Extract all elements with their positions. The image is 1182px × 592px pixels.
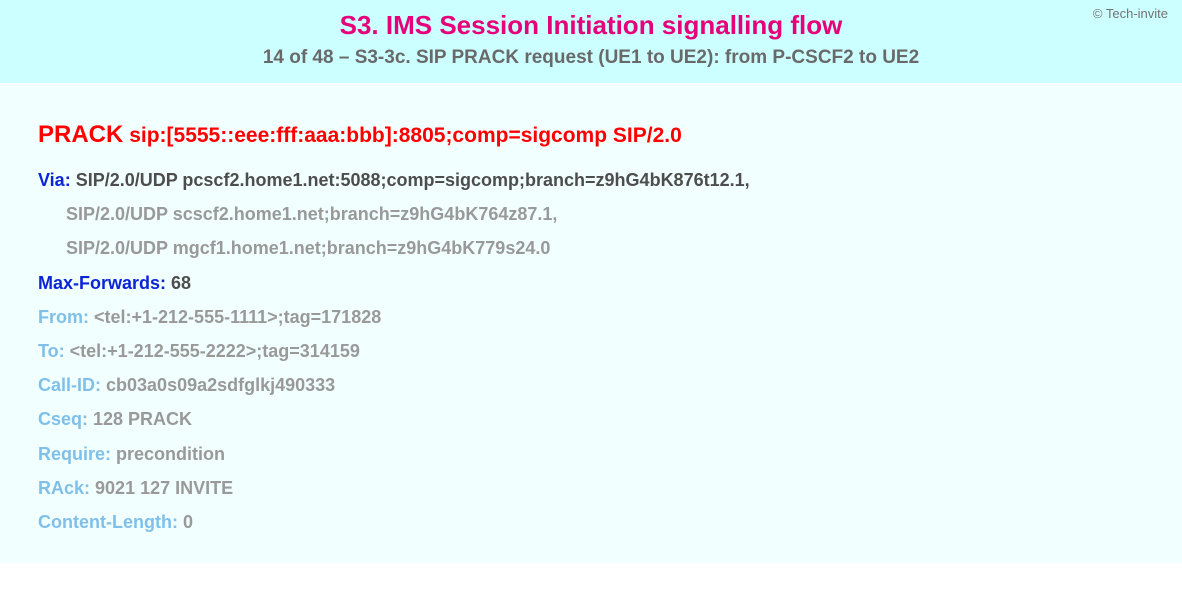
page-subtitle: 14 of 48 – S3-3c. SIP PRACK request (UE1…	[20, 47, 1162, 69]
page-title: S3. IMS Session Initiation signalling fl…	[20, 10, 1162, 41]
sip-header-name: Call-ID	[38, 375, 95, 395]
sip-header-continuation: SIP/2.0/UDP scscf2.home1.net;branch=z9hG…	[38, 197, 1182, 231]
sip-header-row: Call-ID: cb03a0s09a2sdfglkj490333	[38, 368, 1182, 402]
sip-header-colon: :	[82, 409, 93, 429]
sip-header-name: To	[38, 341, 59, 361]
sip-header-row: Require: precondition	[38, 437, 1182, 471]
sip-header-value: <tel:+1-212-555-2222>;tag=314159	[70, 341, 360, 361]
sip-header-name: Via	[38, 170, 65, 190]
sip-header-colon: :	[83, 307, 94, 327]
sip-header-row: To: <tel:+1-212-555-2222>;tag=314159	[38, 334, 1182, 368]
sip-header-value: precondition	[116, 444, 225, 464]
sip-header-value: 9021 127 INVITE	[95, 478, 233, 498]
sip-header-value: cb03a0s09a2sdfglkj490333	[106, 375, 335, 395]
sip-header-name: Content-Length	[38, 512, 172, 532]
sip-header-value: SIP/2.0/UDP pcscf2.home1.net:5088;comp=s…	[76, 170, 750, 190]
sip-header-row: Via: SIP/2.0/UDP pcscf2.home1.net:5088;c…	[38, 163, 1182, 197]
sip-header-continuation: SIP/2.0/UDP mgcf1.home1.net;branch=z9hG4…	[38, 231, 1182, 265]
sip-header-colon: :	[160, 273, 171, 293]
sip-headers-block: Via: SIP/2.0/UDP pcscf2.home1.net:5088;c…	[38, 163, 1182, 539]
sip-header-colon: :	[84, 478, 95, 498]
sip-header-value: 68	[171, 273, 191, 293]
sip-request-uri: sip:[5555::eee:fff:aaa:bbb]:8805;comp=si…	[129, 124, 682, 147]
sip-header-colon: :	[105, 444, 116, 464]
header-band: © Tech-invite S3. IMS Session Initiation…	[0, 0, 1182, 85]
sip-header-colon: :	[172, 512, 183, 532]
sip-header-row: Content-Length: 0	[38, 505, 1182, 539]
sip-header-value: 128 PRACK	[93, 409, 192, 429]
sip-header-row: RAck: 9021 127 INVITE	[38, 471, 1182, 505]
sip-method: PRACK	[38, 121, 123, 148]
sip-header-colon: :	[59, 341, 70, 361]
sip-header-row: From: <tel:+1-212-555-1111>;tag=171828	[38, 300, 1182, 334]
sip-header-colon: :	[95, 375, 106, 395]
sip-header-row: Max-Forwards: 68	[38, 266, 1182, 300]
sip-header-colon: :	[65, 170, 76, 190]
sip-header-value: <tel:+1-212-555-1111>;tag=171828	[94, 307, 381, 327]
sip-header-name: Max-Forwards	[38, 273, 160, 293]
sip-message-body: PRACK sip:[5555::eee:fff:aaa:bbb]:8805;c…	[0, 85, 1182, 563]
sip-header-row: Cseq: 128 PRACK	[38, 402, 1182, 436]
sip-header-name: Cseq	[38, 409, 82, 429]
sip-header-value: 0	[183, 512, 193, 532]
sip-header-name: Require	[38, 444, 105, 464]
sip-header-name: RAck	[38, 478, 84, 498]
sip-header-name: From	[38, 307, 83, 327]
copyright-text: © Tech-invite	[1093, 6, 1168, 21]
sip-request-line: PRACK sip:[5555::eee:fff:aaa:bbb]:8805;c…	[38, 121, 1182, 149]
